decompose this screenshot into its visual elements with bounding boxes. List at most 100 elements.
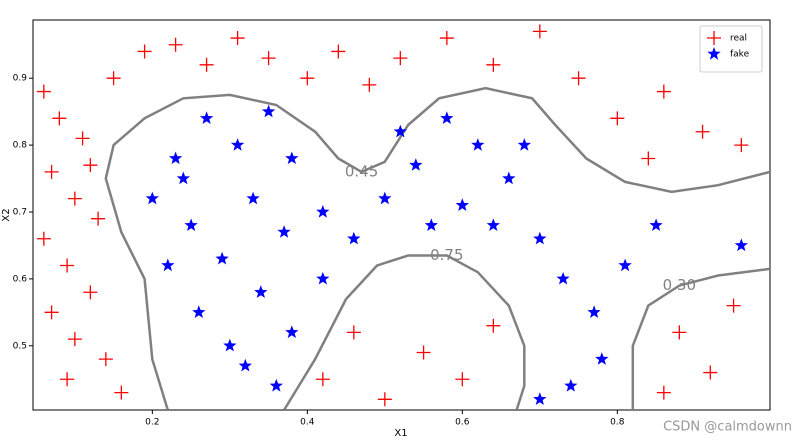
star-point — [649, 218, 663, 231]
y-axis-label: X2 — [1, 208, 12, 221]
star-point — [316, 205, 330, 218]
plus-point — [67, 332, 82, 347]
plus-point — [377, 392, 392, 407]
star-point — [145, 191, 159, 205]
plus-point — [416, 345, 431, 360]
plus-point — [393, 51, 408, 66]
star-point — [230, 138, 245, 151]
star-point — [564, 378, 578, 392]
star-point — [269, 378, 283, 392]
plus-point — [83, 158, 98, 173]
star-point — [246, 191, 260, 205]
plus-point — [707, 31, 721, 45]
contour-label: 0.75 — [430, 246, 463, 264]
star-point — [486, 218, 500, 231]
star-point — [556, 271, 570, 285]
contour-line — [104, 86, 770, 410]
contour-label: 0.30 — [663, 276, 696, 294]
contour-line — [631, 267, 770, 410]
legend-label: real — [730, 34, 747, 44]
star-point — [409, 158, 423, 171]
plus-point — [532, 24, 547, 39]
contour-label: 0.45 — [345, 162, 378, 180]
plus-point — [36, 84, 51, 99]
star-point — [285, 325, 299, 339]
star-point — [238, 358, 252, 372]
plus-point — [439, 31, 454, 46]
plus-point — [486, 57, 501, 72]
y-tick-label: 0.9 — [13, 74, 28, 84]
star-point — [285, 151, 299, 165]
plus-point — [114, 385, 129, 400]
star-point — [455, 198, 469, 211]
x-tick-label: 0.8 — [610, 418, 625, 428]
plus-point — [610, 111, 625, 126]
star-point — [199, 111, 214, 124]
x-tick-label: 0.6 — [455, 418, 470, 428]
star-point — [471, 138, 485, 151]
star-point — [587, 305, 601, 318]
star-point — [254, 285, 268, 298]
star-point — [215, 251, 229, 265]
plus-point — [656, 385, 671, 400]
plus-point — [726, 298, 741, 313]
plus-point — [346, 325, 361, 340]
plot-frame — [32, 19, 771, 411]
plus-point — [106, 71, 121, 86]
plus-point — [656, 84, 671, 99]
watermark: CSDN @calmdownn — [663, 420, 792, 435]
plus-point — [571, 71, 586, 86]
star-point — [261, 104, 276, 118]
star-point — [176, 171, 190, 185]
plus-point — [91, 211, 106, 226]
star-point — [707, 47, 721, 60]
x-tick-label: 0.4 — [300, 418, 315, 428]
plus-point — [36, 231, 51, 246]
plus-point — [60, 258, 75, 273]
star-point — [440, 111, 454, 124]
plus-point — [695, 124, 710, 139]
plus-point — [362, 77, 377, 92]
plus-point — [137, 44, 152, 59]
plus-point — [52, 111, 67, 126]
x-tick-label: 0.2 — [145, 418, 159, 428]
plus-point — [300, 71, 315, 86]
y-tick-label: 0.6 — [13, 274, 28, 284]
legend: real fake — [699, 25, 763, 73]
star-point — [347, 231, 361, 245]
star-point — [223, 338, 237, 352]
star-point — [734, 238, 748, 252]
plus-point — [672, 325, 687, 340]
plus-point — [168, 37, 183, 52]
y-tick-label: 0.7 — [13, 207, 27, 217]
star-point — [184, 218, 198, 231]
plus-point — [315, 372, 330, 387]
plus-point — [331, 44, 346, 59]
plus-point — [455, 372, 470, 387]
plus-point — [83, 285, 98, 300]
plus-point — [60, 372, 75, 387]
star-point — [168, 151, 183, 165]
plus-point — [703, 365, 718, 380]
plus-point — [230, 31, 245, 46]
x-axis-label: X1 — [394, 428, 407, 439]
star-point — [533, 231, 547, 245]
star-point — [192, 305, 206, 318]
plus-point — [734, 138, 749, 153]
plus-point — [67, 191, 82, 206]
y-tick-label: 0.8 — [13, 141, 28, 151]
plus-point — [199, 57, 214, 72]
star-point — [316, 271, 330, 285]
plot-area: 0.45 0.75 0.30 — [36, 24, 770, 410]
plus-point — [261, 51, 276, 66]
contour-line — [283, 254, 526, 410]
legend-label: fake — [730, 50, 750, 60]
star-point — [378, 191, 392, 205]
plus-point — [641, 151, 656, 166]
star-point — [277, 225, 291, 238]
plus-point — [98, 352, 113, 367]
star-point — [533, 392, 547, 405]
star-point — [393, 124, 407, 138]
plus-point — [44, 164, 59, 179]
